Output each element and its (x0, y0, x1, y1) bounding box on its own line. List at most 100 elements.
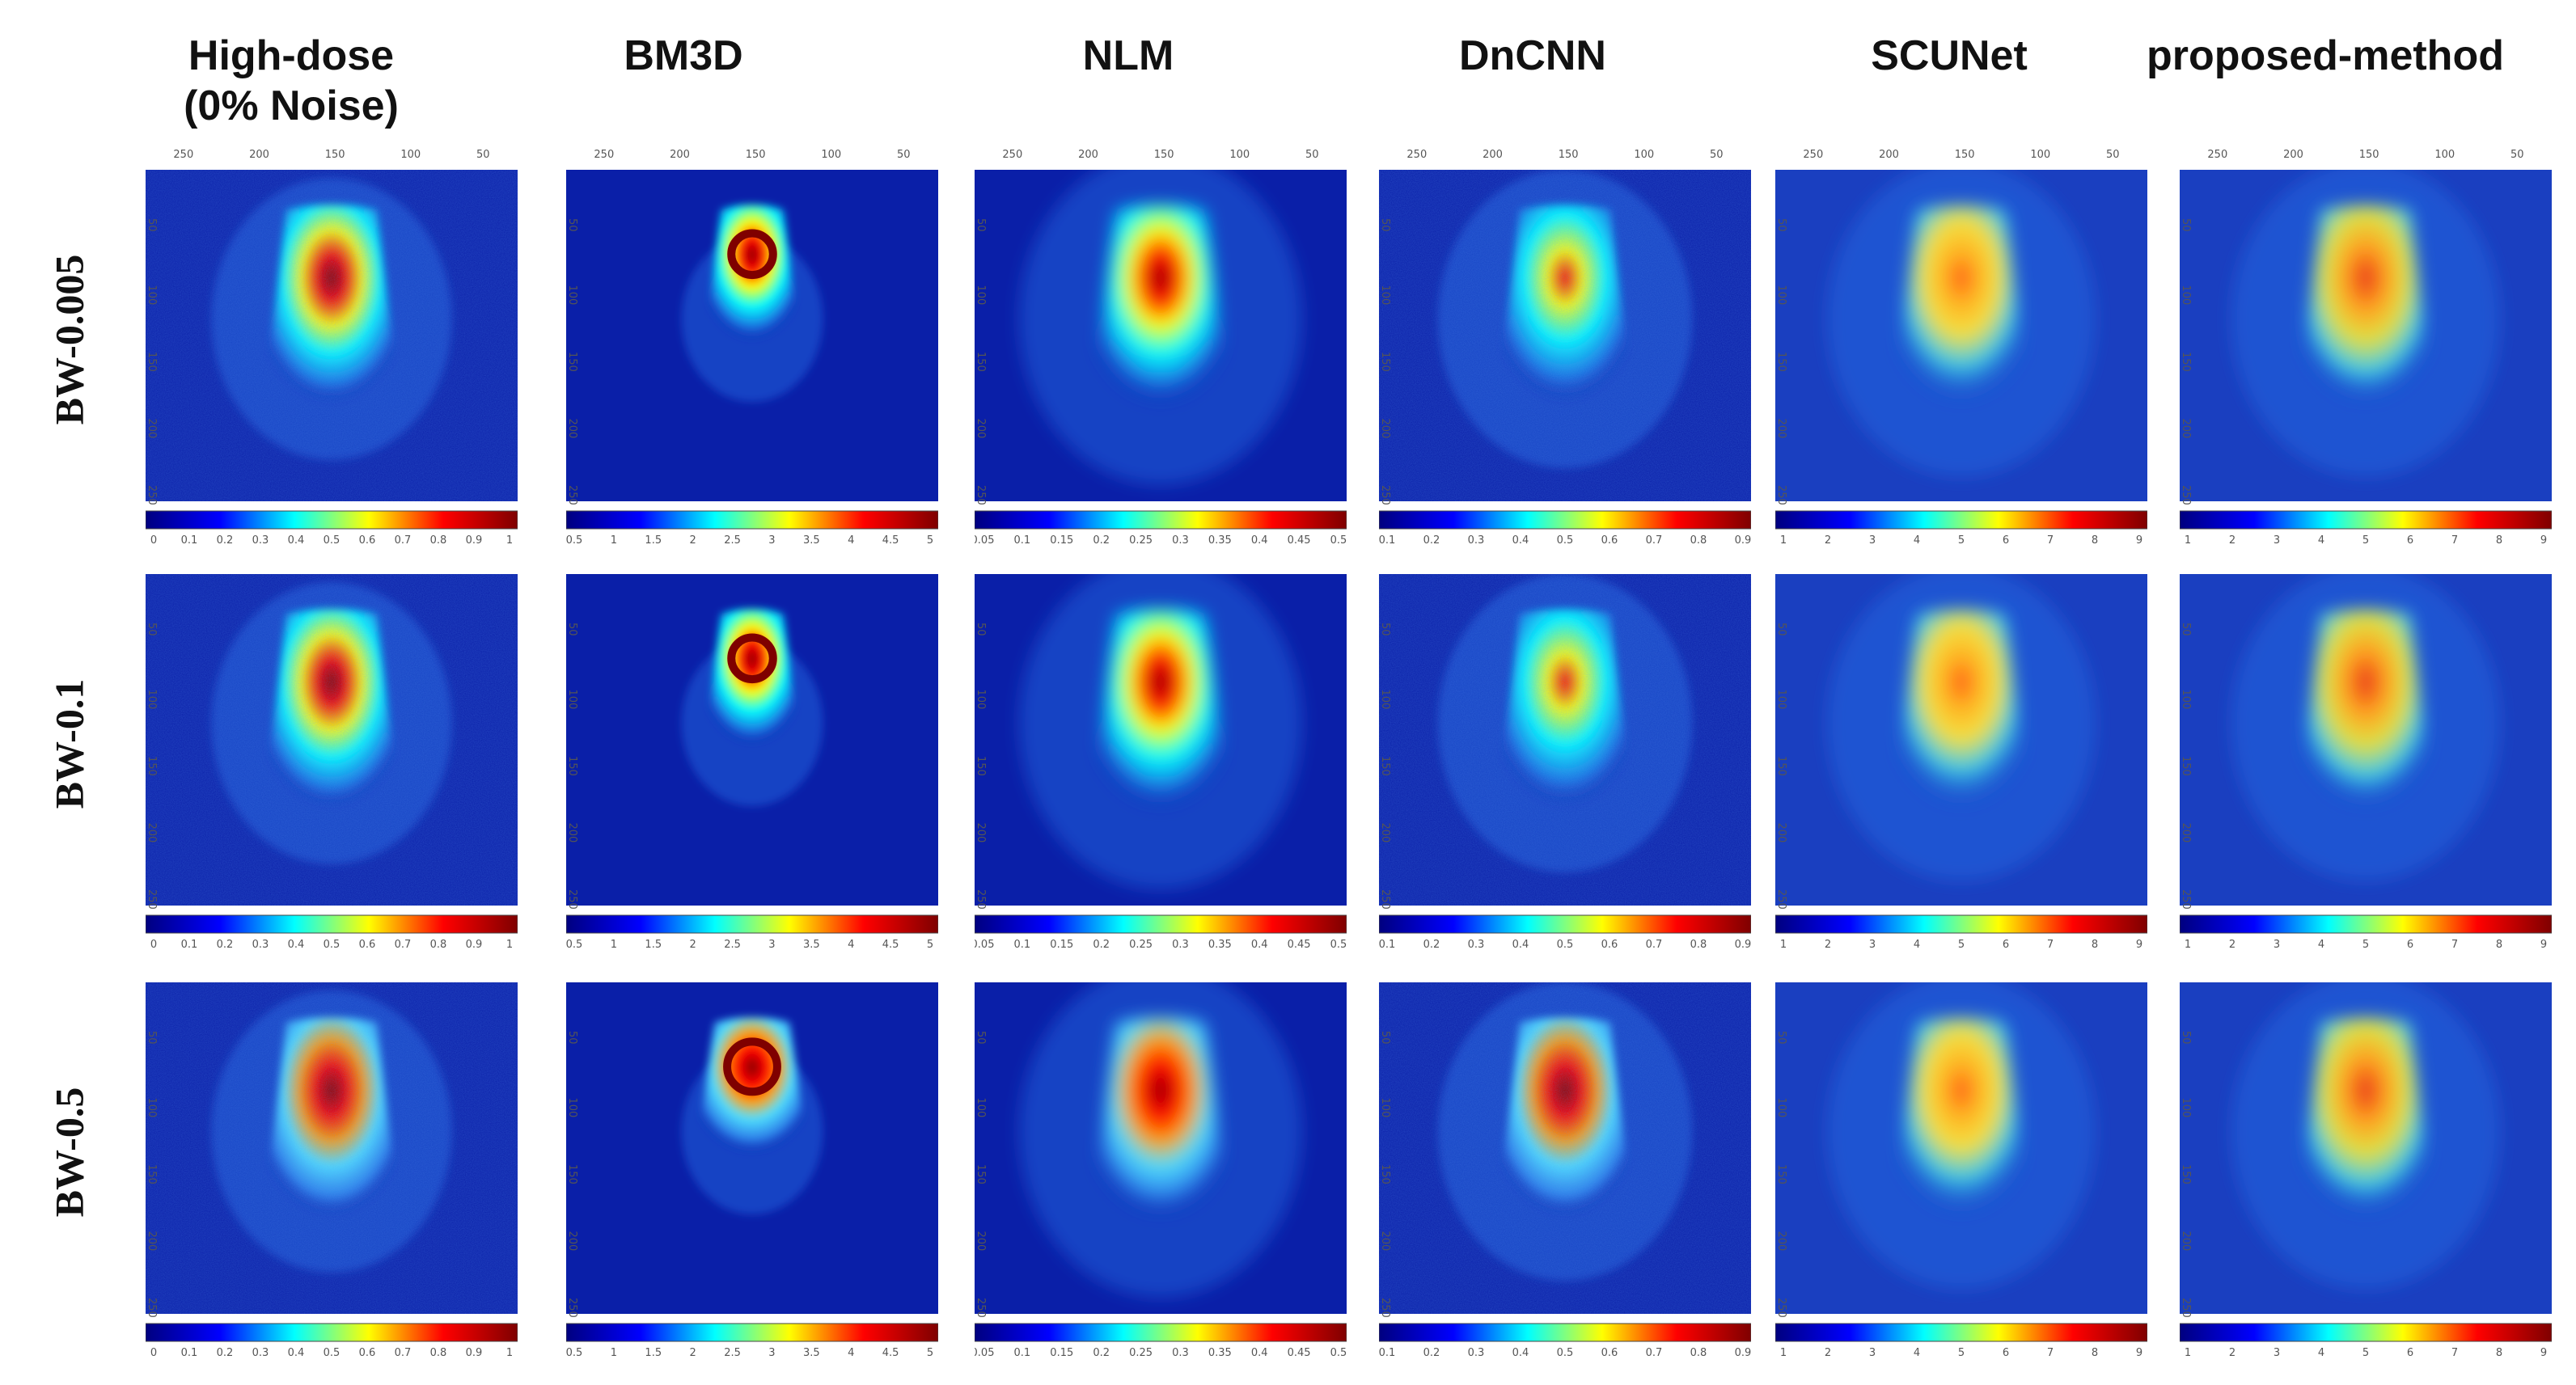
colorbar-tick-label: 9 (2136, 939, 2142, 951)
y-tick-label: 50 (566, 1031, 578, 1045)
colorbar-tick-label: 1 (506, 939, 513, 951)
x-tick-label: 100 (2434, 149, 2455, 161)
x-tick-label: 50 (897, 149, 911, 161)
colorbar-tick-label: 0.8 (1690, 534, 1707, 547)
colorbar-tick-label: 0.9 (466, 1347, 483, 1359)
colorbar-tick-label: 0.35 (1208, 939, 1232, 951)
colorbar-tick-label: 0.3 (1172, 939, 1189, 951)
x-axis-ticks: 250 200 150 100 50 (975, 149, 1347, 161)
y-tick-label: 100 (2180, 1098, 2192, 1118)
colorbar-tick-label: 7 (2047, 534, 2054, 547)
colorbar-tick-label: 0.5 (566, 1347, 582, 1359)
colorbar-tick-label: 5 (1958, 1347, 1965, 1359)
panel-scunet-bw_0005: 2502001501005050100150200250123456789 (1775, 170, 2147, 566)
noise-texture (1379, 170, 1751, 501)
colorbar-tick-label: 0.2 (217, 939, 234, 951)
colorbar (1775, 914, 2147, 934)
colorbar-tick-label: 1 (611, 1347, 617, 1359)
colorbar-tick-label: 0.2 (217, 1347, 234, 1359)
y-tick-label: 50 (146, 218, 158, 232)
colorbar-tick-label: 5 (1958, 939, 1965, 951)
colorbar-tick-label: 0.5 (324, 1347, 341, 1359)
noise-texture (146, 982, 518, 1314)
noise-texture (1379, 982, 1751, 1314)
x-tick-label: 250 (1406, 149, 1428, 161)
panel-dncnn-bw_01: 25020015010050501001502002500.10.20.30.4… (1379, 574, 1751, 970)
colorbar (146, 1323, 518, 1342)
y-tick-label: 250 (566, 1298, 578, 1318)
colorbar-tick-label: 9 (2136, 534, 2142, 547)
colorbar (2180, 1323, 2552, 1342)
colorbar-tick-label: 0.7 (1646, 534, 1663, 547)
colorbar-tick-label: 0.5 (1557, 1347, 1574, 1359)
y-tick-label: 50 (2180, 623, 2192, 636)
panel-scunet-bw_05: 2502001501005050100150200250123456789 (1775, 982, 2147, 1379)
colorbar-tick-label: 3.5 (803, 534, 820, 547)
x-tick-label: 100 (1634, 149, 1655, 161)
panel-high_dose-bw_01: 250200150100505010015020025000.10.20.30.… (146, 574, 518, 970)
colorbar-tick-label: 3 (768, 534, 775, 547)
colorbar-tick-label: 5 (927, 939, 933, 951)
noise-texture (146, 170, 518, 501)
row-label-bw_0005: BW-0.005 (44, 170, 93, 509)
column-header-line1: High-dose (188, 32, 395, 79)
colorbar-tick-label: 1 (2185, 534, 2191, 547)
y-tick-label: 50 (1379, 1031, 1391, 1045)
y-tick-label: 50 (1775, 1031, 1787, 1045)
y-tick-label: 100 (975, 690, 987, 710)
colorbar-tick-label: 0.5 (1330, 534, 1347, 547)
panel-dncnn-bw_05: 25020015010050501001502002500.10.20.30.4… (1379, 982, 1751, 1379)
signal-body (1093, 609, 1228, 817)
colorbar-tick-label: 4.5 (882, 939, 899, 951)
y-tick-label: 200 (975, 1231, 987, 1252)
colorbar-tick-label: 6 (2407, 1347, 2413, 1359)
colorbar-tick-label: 0.6 (359, 1347, 376, 1359)
colorbar-tick-label: 3.5 (803, 939, 820, 951)
colorbar-tick-label: 0.4 (1512, 1347, 1529, 1359)
colorbar-tick-label: 0.45 (1288, 939, 1311, 951)
colorbar-tick-label: 1 (2185, 1347, 2191, 1359)
column-header-line1: NLM (1082, 32, 1174, 79)
colorbar-tick-label: 0.8 (430, 1347, 447, 1359)
y-tick-label: 200 (1775, 823, 1787, 843)
row-label-text: BW-0.005 (46, 254, 91, 425)
x-tick-label: 250 (2207, 149, 2228, 161)
column-header-line1: BM3D (624, 32, 743, 79)
colorbar-tick-label: 0.4 (1512, 939, 1529, 951)
x-tick-label: 100 (2030, 149, 2051, 161)
colorbar-tick-label: 0.2 (1093, 534, 1110, 547)
y-tick-label: 150 (566, 756, 578, 776)
signal-body (2299, 1017, 2433, 1226)
colorbar-tick-label: 0.4 (1251, 939, 1268, 951)
y-tick-label: 200 (2180, 1231, 2192, 1252)
y-tick-label: 150 (1775, 352, 1787, 372)
y-tick-label: 200 (1379, 419, 1391, 439)
colorbar-tick-label: 0.15 (1050, 534, 1073, 547)
colorbar-tick-label: 3 (2274, 939, 2280, 951)
x-tick-label: 150 (745, 149, 766, 161)
panel-high_dose-bw_0005: 250200150100505010015020025000.10.20.30.… (146, 170, 518, 566)
signal-body (1093, 1017, 1228, 1226)
colorbar-tick-label: 2.5 (724, 534, 741, 547)
y-tick-label: 250 (975, 1298, 987, 1318)
colorbar-tick-label: 0.9 (466, 939, 483, 951)
colorbar-tick-label: 0.5 (324, 939, 341, 951)
x-tick-label: 200 (1483, 149, 1503, 161)
y-tick-label: 100 (1379, 690, 1391, 710)
colorbar-tick-label: 2 (2229, 939, 2235, 951)
colorbar-tick-label: 1 (1780, 1347, 1787, 1359)
colorbar-tick-label: 0.05 (975, 939, 994, 951)
colorbar-tick-label: 3 (2274, 1347, 2280, 1359)
colorbar-tick-label: 0.15 (1050, 939, 1073, 951)
y-tick-label: 250 (566, 889, 578, 910)
signal-body (1093, 205, 1228, 413)
y-tick-label: 200 (146, 1231, 158, 1252)
y-tick-label: 150 (146, 1164, 158, 1184)
y-tick-label: 100 (1379, 1098, 1391, 1118)
y-tick-label: 50 (975, 1031, 987, 1045)
colorbar-tick-label: 1 (506, 534, 513, 547)
colorbar-tick-label: 0.6 (1601, 534, 1618, 547)
y-tick-label: 150 (566, 352, 578, 372)
colorbar-tick-label: 8 (2496, 1347, 2502, 1359)
colorbar (1775, 510, 2147, 530)
